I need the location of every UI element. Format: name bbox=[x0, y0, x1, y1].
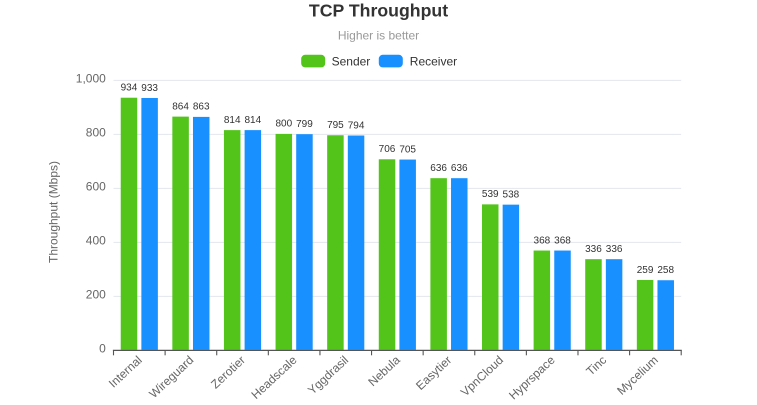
svg-text:336: 336 bbox=[606, 244, 623, 255]
svg-text:258: 258 bbox=[657, 265, 674, 276]
svg-text:814: 814 bbox=[224, 115, 241, 126]
svg-text:636: 636 bbox=[430, 163, 447, 174]
svg-text:799: 799 bbox=[296, 119, 313, 130]
svg-text:Receiver: Receiver bbox=[410, 54, 457, 68]
svg-text:706: 706 bbox=[379, 144, 396, 155]
svg-text:368: 368 bbox=[534, 235, 551, 246]
svg-text:795: 795 bbox=[327, 120, 344, 131]
svg-text:400: 400 bbox=[86, 234, 106, 248]
svg-text:933: 933 bbox=[141, 83, 158, 94]
svg-text:200: 200 bbox=[86, 288, 106, 302]
svg-text:636: 636 bbox=[451, 163, 468, 174]
svg-text:TCP Throughput: TCP Throughput bbox=[309, 1, 448, 21]
svg-text:368: 368 bbox=[554, 235, 571, 246]
svg-text:336: 336 bbox=[585, 244, 602, 255]
svg-text:705: 705 bbox=[399, 144, 416, 155]
svg-text:800: 800 bbox=[275, 119, 292, 130]
svg-text:863: 863 bbox=[193, 102, 210, 113]
svg-text:1,000: 1,000 bbox=[76, 72, 106, 86]
svg-text:864: 864 bbox=[172, 101, 189, 112]
svg-text:800: 800 bbox=[86, 126, 106, 140]
svg-text:600: 600 bbox=[86, 180, 106, 194]
svg-text:Sender: Sender bbox=[332, 54, 371, 68]
svg-text:Higher is better: Higher is better bbox=[338, 28, 419, 42]
svg-text:814: 814 bbox=[244, 115, 261, 126]
svg-text:934: 934 bbox=[121, 83, 138, 94]
svg-text:0: 0 bbox=[99, 342, 106, 356]
svg-text:539: 539 bbox=[482, 189, 499, 200]
svg-text:259: 259 bbox=[637, 265, 654, 276]
svg-text:794: 794 bbox=[348, 120, 365, 131]
svg-text:538: 538 bbox=[503, 189, 520, 200]
svg-text:Throughput (Mbps): Throughput (Mbps) bbox=[47, 161, 61, 263]
